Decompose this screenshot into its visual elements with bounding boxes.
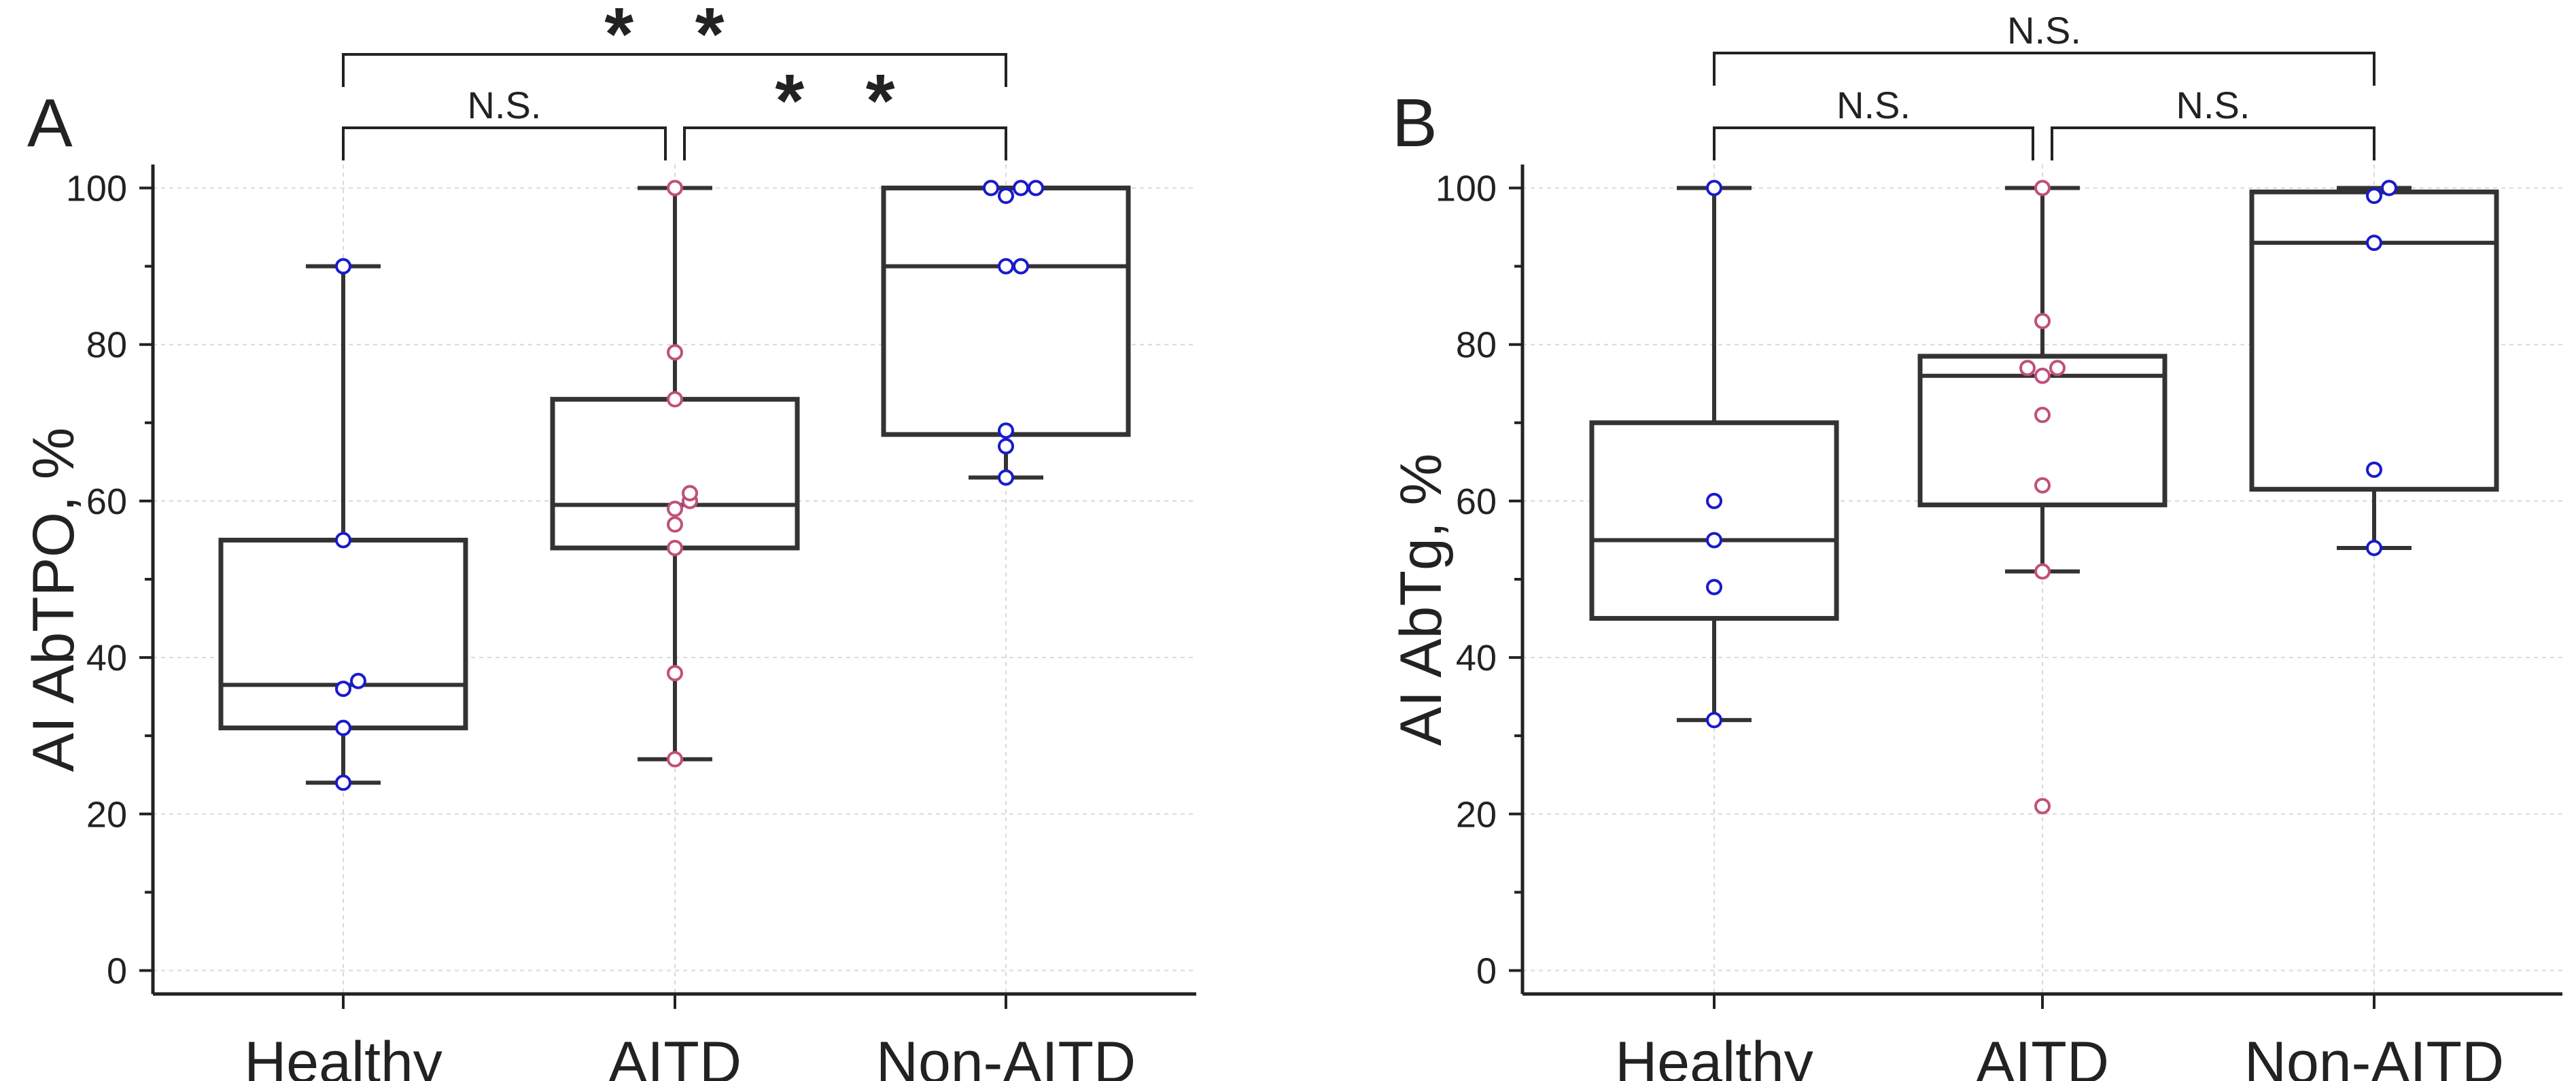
data-point xyxy=(667,751,683,768)
y-tick-label: 20 xyxy=(86,794,127,835)
data-point xyxy=(335,774,351,791)
x-tick-label: AITD xyxy=(1976,1030,2109,1081)
data-point xyxy=(1706,532,1722,549)
data-point xyxy=(2034,367,2051,384)
data-point xyxy=(983,179,999,196)
significance-bracket xyxy=(683,126,1007,160)
data-point xyxy=(2366,188,2382,205)
x-tick-label: Healthy xyxy=(1615,1030,1813,1081)
panel-label: B xyxy=(1392,85,1438,161)
data-point xyxy=(667,516,683,533)
data-point xyxy=(335,719,351,736)
data-point xyxy=(2049,360,2066,377)
box-iqr xyxy=(218,537,468,731)
y-tick-label: 0 xyxy=(1476,950,1497,991)
significance-bracket xyxy=(2051,126,2375,160)
boxes xyxy=(1589,186,2499,723)
y-tick-label: 0 xyxy=(107,950,127,991)
significance-label: N.S. xyxy=(468,84,542,126)
y-ticks: 0 20 40 60 80 100 xyxy=(66,169,127,992)
x-tick-label: Non-AITD xyxy=(876,1030,1136,1081)
significance-label: N.S. xyxy=(2007,9,2081,52)
data-point xyxy=(667,391,683,408)
significance-bracket xyxy=(342,53,1007,87)
data-point xyxy=(2019,360,2036,377)
significance-label: N.S. xyxy=(1837,84,1911,126)
significance-bracket xyxy=(342,126,667,160)
data-point xyxy=(2034,797,2051,814)
y-tick-label: 20 xyxy=(1456,794,1497,835)
data-point xyxy=(335,258,351,275)
box-iqr xyxy=(881,186,1131,437)
data-point xyxy=(2034,179,2051,196)
data-point xyxy=(2034,563,2051,580)
significance-label: N.S. xyxy=(2176,84,2250,126)
data-point xyxy=(1013,179,1029,196)
y-ticks: 0 20 40 60 80 100 xyxy=(1435,169,1497,992)
significance-bracket xyxy=(1713,126,2034,160)
data-point xyxy=(1028,179,1044,196)
data-point xyxy=(2366,235,2382,252)
data-point xyxy=(682,485,698,502)
data-point xyxy=(667,665,683,682)
axes xyxy=(1509,165,2562,1009)
y-tick-label: 60 xyxy=(1456,481,1497,522)
data-points xyxy=(335,179,1044,791)
y-tick-label: 40 xyxy=(1456,638,1497,679)
x-tick-label: AITD xyxy=(608,1030,742,1081)
data-point xyxy=(335,681,351,698)
data-point xyxy=(2034,407,2051,424)
data-points xyxy=(1706,179,2397,814)
data-point xyxy=(350,672,366,689)
x-tick-label: Healthy xyxy=(244,1030,442,1081)
x-ticks: Healthy AITD Non-AITD xyxy=(244,1030,1136,1081)
data-point xyxy=(998,422,1014,439)
y-tick-label: 80 xyxy=(1456,325,1497,366)
data-point xyxy=(1706,492,1722,509)
data-point xyxy=(2366,539,2382,556)
data-point xyxy=(998,438,1014,455)
significance-brackets: N.S. N.S. N.S. xyxy=(1713,9,2375,160)
x-tick-label: Non-AITD xyxy=(2244,1030,2504,1081)
data-point xyxy=(667,500,683,517)
y-tick-label: 40 xyxy=(86,638,127,679)
panel-a: A AI AbTPO, % 0 20 40 60 80 100 Healthy … xyxy=(21,0,1196,1081)
data-point xyxy=(335,532,351,549)
data-point xyxy=(2381,179,2397,196)
data-point xyxy=(667,539,683,556)
data-point xyxy=(998,258,1014,275)
data-point xyxy=(1013,258,1029,275)
data-point xyxy=(667,179,683,196)
data-point xyxy=(2034,477,2051,494)
y-tick-label: 100 xyxy=(1435,169,1497,209)
panel-b: B AI AbTg, % 0 20 40 60 80 100 Healthy A… xyxy=(1389,9,2562,1081)
data-point xyxy=(2034,313,2051,330)
y-tick-label: 100 xyxy=(66,169,127,209)
data-point xyxy=(998,469,1014,486)
data-point xyxy=(1706,179,1722,196)
x-ticks: Healthy AITD Non-AITD xyxy=(1615,1030,2504,1081)
y-tick-label: 80 xyxy=(86,325,127,366)
axes xyxy=(139,165,1196,1009)
significance-brackets: N.S. * * * * xyxy=(342,0,1007,160)
data-point xyxy=(1706,579,1722,596)
significance-label: * * xyxy=(604,0,744,76)
boxes xyxy=(218,186,1131,785)
data-point xyxy=(998,188,1014,205)
y-axis-label: AI AbTPO, % xyxy=(21,428,86,772)
y-tick-label: 60 xyxy=(86,481,127,522)
significance-bracket xyxy=(1713,52,2375,86)
data-point xyxy=(667,344,683,361)
data-point xyxy=(1706,712,1722,729)
data-point xyxy=(2366,461,2382,478)
panel-label: A xyxy=(27,85,73,161)
y-axis-label: AI AbTg, % xyxy=(1389,453,1454,746)
significance-label: * * xyxy=(775,59,915,143)
